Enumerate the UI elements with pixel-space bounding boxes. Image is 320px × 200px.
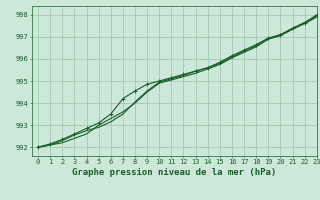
X-axis label: Graphe pression niveau de la mer (hPa): Graphe pression niveau de la mer (hPa) [72,168,276,177]
